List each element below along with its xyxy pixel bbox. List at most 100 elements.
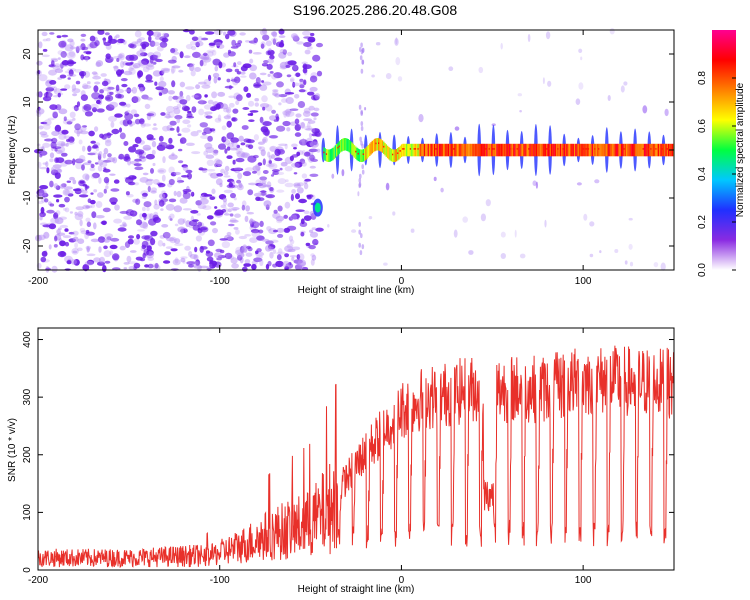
- spectrogram-cell: [296, 187, 304, 194]
- spectrogram-cell: [48, 69, 57, 76]
- spectrogram-cell: [146, 178, 154, 182]
- spectrogram-cell: [351, 229, 357, 233]
- spectrogram-cell: [355, 150, 357, 153]
- spectrogram-cell: [237, 40, 243, 44]
- spectrogram-cell: [72, 230, 79, 236]
- spectrogram-cell: [402, 148, 404, 150]
- spectrogram-cell: [342, 138, 344, 151]
- spectrogram-cell: [664, 108, 669, 117]
- spectrogram-cell: [82, 84, 92, 89]
- spectrogram-cell: [263, 200, 272, 208]
- spectrogram-cell: [449, 143, 451, 157]
- spectrogram-cell: [53, 212, 59, 220]
- spectrogram-cell: [105, 58, 113, 63]
- spectrogram-cell: [189, 29, 195, 35]
- spectrogram-cell: [218, 143, 226, 150]
- spectrogram-cell: [127, 119, 133, 125]
- spectrogram-cell: [642, 105, 648, 114]
- spectrogram-cell: [265, 104, 273, 112]
- spectrogram-cell: [519, 253, 526, 259]
- spectrogram-cell: [431, 143, 433, 157]
- spectrogram-cell: [257, 141, 265, 145]
- spectrogram-cell: [146, 213, 152, 220]
- spectrogram-cell: [152, 179, 160, 185]
- spectrogram-cell: [276, 189, 285, 193]
- spectrogram-cell: [186, 261, 196, 265]
- spectrogram-cell: [145, 74, 153, 82]
- spectrogram-cell: [102, 37, 106, 44]
- spectrogram-cell: [90, 163, 95, 169]
- spectrogram-cell: [98, 177, 102, 184]
- spectrogram-cell: [192, 51, 201, 59]
- spectrogram-cell: [92, 107, 97, 113]
- spectrogram-cell: [97, 261, 105, 266]
- spectrogram-cell: [191, 106, 197, 113]
- spectrogram-cell: [199, 122, 208, 128]
- spectrogram-cell: [223, 31, 227, 36]
- spectrogram-cell: [240, 142, 246, 146]
- spectrogram-cell: [168, 95, 173, 102]
- spectrogram-cell: [96, 99, 101, 105]
- spectrogram-cell: [66, 140, 75, 145]
- spectrogram-cell: [287, 225, 297, 231]
- spectrogram-cell: [578, 48, 583, 53]
- spectrogram-cell: [221, 125, 227, 131]
- spectrogram-cell: [223, 189, 233, 194]
- spectrogram-cell: [285, 110, 295, 117]
- spectrogram-cell: [141, 195, 147, 199]
- spectrogram-cell: [227, 202, 234, 208]
- spectrogram-cell: [205, 146, 215, 154]
- spectrogram-cell: [303, 42, 312, 47]
- spectrogram-cell: [341, 169, 345, 177]
- spectrogram-cell: [146, 30, 154, 36]
- spectrogram-cell: [261, 62, 269, 67]
- spectrogram-cell: [190, 210, 199, 214]
- spectrogram-cell: [176, 103, 182, 109]
- spectrogram-cell: [59, 74, 67, 79]
- spectrogram-cell: [168, 178, 175, 186]
- spectrogram-cell: [166, 237, 175, 242]
- spectrogram-cell: [184, 245, 191, 251]
- spectrogram-cell: [598, 148, 600, 150]
- spectrogram-cell: [61, 60, 70, 66]
- colorbar-tick-label: 0.6: [697, 119, 708, 133]
- spectrogram-cell: [205, 115, 213, 119]
- spectrogram-cell: [577, 143, 580, 157]
- spectrogram-cell: [96, 239, 103, 242]
- spectrogram-cell: [77, 238, 85, 244]
- spectrogram-cell: [259, 29, 268, 36]
- spectrogram-cell: [634, 143, 637, 157]
- spectrogram-cell: [496, 143, 498, 157]
- spectrogram-cell: [265, 40, 272, 47]
- spectrogram-cell: [278, 94, 288, 98]
- spectrogram-cell: [261, 95, 268, 103]
- spectrogram-cell: [215, 41, 223, 47]
- spectrogram-cell: [418, 143, 421, 157]
- spectrogram-cell: [128, 43, 135, 48]
- spectrogram-cell: [309, 75, 318, 83]
- spectrogram-cell: [53, 194, 63, 198]
- spectrogram-cell: [141, 235, 150, 240]
- spectrogram-cell: [243, 263, 252, 267]
- spectrogram-cell: [478, 143, 480, 157]
- spectrogram-cell: [480, 213, 486, 222]
- snr-x-tick-label: -200: [28, 575, 48, 586]
- spectrogram-cell: [79, 227, 86, 232]
- spectrogram-cell: [110, 237, 120, 242]
- spectrogram-cell: [404, 143, 407, 157]
- spectrogram-cell: [154, 199, 158, 206]
- spectrogram-cell: [273, 72, 283, 79]
- spectrogram-cell: [128, 235, 134, 239]
- spectrogram-cell: [660, 148, 662, 150]
- spectrogram-cell: [441, 143, 443, 157]
- spectrogram-cell: [527, 34, 531, 42]
- spectrogram-cell: [240, 152, 250, 159]
- spectrogram-cell: [417, 143, 419, 157]
- spectrogram-cell: [386, 145, 389, 159]
- spectrogram-cell: [248, 100, 255, 107]
- spectrogram-cell: [129, 250, 137, 253]
- spectrogram-cell: [173, 106, 179, 110]
- spectrogram-cell: [63, 116, 67, 122]
- spectrogram-cell: [176, 117, 181, 124]
- spectrogram-cell: [272, 249, 277, 255]
